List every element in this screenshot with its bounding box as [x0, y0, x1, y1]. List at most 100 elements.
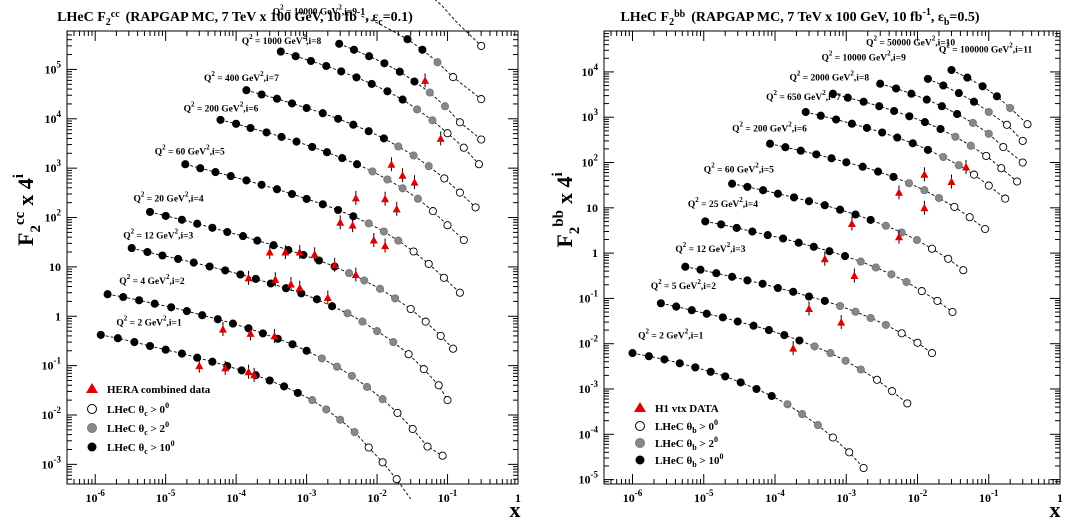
chart-2-series-3-point: [881, 320, 890, 329]
chart-2-series-1-curve: [632, 352, 864, 469]
chart-2-series-3-point: [728, 272, 737, 281]
chart-2-series-3-point: [820, 296, 829, 305]
chart-1-series-7-point: [471, 203, 480, 212]
chart-1-series-4-point: [161, 211, 170, 220]
chart-2-y-tick-label: 10-3: [579, 379, 599, 396]
chart-2-x-tick-label: 10-5: [694, 488, 714, 505]
chart-2-series-4-point: [717, 220, 726, 229]
chart-1-series-3-point: [343, 309, 352, 318]
chart-1-series-8-point: [291, 52, 300, 61]
chart-1-series-1-point: [378, 458, 387, 467]
chart-1-y-tick-label: 104: [45, 109, 62, 126]
chart-1-xlabel: x: [510, 497, 521, 522]
chart-1-series-6-point: [398, 184, 407, 193]
chart-1-series-4-point: [406, 304, 415, 314]
chart-2-y-tick-label: 10-1: [579, 288, 599, 305]
legend-2-gray-marker: [635, 438, 645, 448]
chart-2-series-5-point: [851, 210, 860, 219]
chart-2-series-2-point: [795, 336, 804, 345]
chart-2-series-1-point: [752, 384, 761, 394]
chart-2-y-tick-label: 104: [582, 62, 599, 79]
chart-2-series-2-point: [764, 326, 773, 335]
chart-1-series-4-label: Q2 = 20 GeV2,i=4: [134, 191, 204, 205]
chart-1-series-6-label: Q2 = 200 GeV2,i=6: [184, 101, 259, 115]
chart-2-y-tick-label: 10-4: [579, 424, 599, 441]
legend-1-black-marker: [87, 442, 97, 452]
chart-1-series-8-point: [276, 47, 285, 56]
chart-2-series-3-label: Q2 = 12 GeV2,i=3: [675, 241, 745, 255]
chart-1-series-9-point: [365, 52, 374, 61]
chart-1-x-tick-label: 10-2: [367, 488, 387, 505]
chart-1-series-2-point: [198, 311, 207, 320]
chart-2-series-5-point: [897, 228, 906, 237]
chart-1-series-5-point: [334, 205, 343, 215]
chart-1-data-point: [381, 241, 390, 250]
chart-1-series-9-point: [455, 118, 464, 127]
chart-2-series-6-point: [950, 202, 959, 211]
chart-1-y-tick-label: 10: [49, 260, 61, 274]
chart-1-data-point: [221, 363, 230, 372]
chart-1-data-point: [195, 361, 204, 370]
chart-1-series-7-point: [364, 127, 373, 136]
chart-2-series-10-label: Q2 = 50000 GeV2,i=10: [866, 35, 955, 49]
chart-1-series-3-point: [236, 270, 245, 279]
chart-2-series-10-point: [939, 81, 948, 90]
chart-1-series-9-point: [395, 67, 404, 76]
legend-2-hera-marker: [634, 402, 646, 412]
chart-1-series-10-point: [433, 58, 442, 67]
chart-2-series-6-point: [934, 193, 943, 203]
chart-2-series-4-point: [902, 277, 911, 287]
chart-2-series-11-point: [963, 73, 972, 82]
chart-2-series-1-label: Q2 = 2 GeV2,i=1: [638, 328, 704, 342]
chart-2-series-4-point: [748, 227, 757, 236]
chart-1-series-4-point: [375, 284, 385, 293]
chart-2-series-6-curve: [769, 143, 986, 230]
chart-1-series-3-point: [312, 295, 321, 304]
chart-1-x-tick-label: 10-3: [297, 488, 317, 505]
chart-2-series-10-point: [954, 89, 963, 98]
chart-1-series-6-point: [368, 167, 377, 176]
chart-1-series-9-point: [410, 77, 419, 86]
chart-1-series-5-point: [409, 247, 418, 256]
chart-2-series-4-point: [763, 231, 772, 240]
chart-2-series-6-point: [812, 150, 821, 159]
chart-1-series-9-point: [440, 102, 450, 111]
chart-1-series-9-curve: [339, 43, 482, 140]
chart-1-series-8-curve: [280, 51, 480, 165]
chart-2-data-point: [962, 162, 971, 171]
chart-1-series-1-point: [322, 405, 331, 414]
chart-2-series-5-point: [866, 215, 875, 224]
chart-1-series-5-point: [242, 176, 251, 185]
chart-1-series-1-point: [145, 341, 155, 351]
chart-2-y-tick-label: 10: [586, 201, 598, 215]
chart-2-series-1-point: [736, 378, 745, 387]
chart-1-data-point: [392, 204, 401, 213]
chart-1-series-9-label: Q2 = 10000 GeV2,i=9: [273, 3, 358, 17]
chart-2-series-5-point: [927, 244, 937, 253]
chart-2-series-1-point: [767, 391, 776, 401]
chart-1-series-1-point: [237, 366, 246, 375]
chart-2-series-2-point: [702, 309, 711, 318]
chart-1-series-9-point: [349, 45, 359, 54]
chart-1-series-2-point: [119, 292, 128, 302]
chart-1-y-tick-label: 1: [55, 309, 61, 323]
chart-1-series-6-point: [428, 207, 437, 216]
chart-1-series-7-point: [242, 86, 251, 95]
chart-1-series-8-point: [306, 56, 315, 66]
chart-2-series-10-point: [984, 107, 993, 117]
chart-1-series-2-point: [378, 395, 387, 404]
chart-1-x-tick-label: 10-6: [85, 488, 105, 505]
chart-1-series-8-point: [352, 73, 361, 82]
chart-2-xlabel: x: [1050, 497, 1061, 522]
chart-1-series-6-point: [246, 123, 255, 133]
chart-1-data-point: [218, 325, 227, 333]
chart-1-series-5-point: [364, 219, 373, 228]
chart-2-series-3-point: [758, 279, 767, 288]
chart-1-series-1-point: [130, 338, 139, 347]
chart-1-data-point: [436, 134, 445, 142]
chart-1-data-point: [295, 248, 304, 256]
chart-1-series-9-point: [477, 135, 486, 144]
legend-1-hera-marker: [86, 383, 98, 393]
chart-2-data-point: [789, 344, 798, 352]
